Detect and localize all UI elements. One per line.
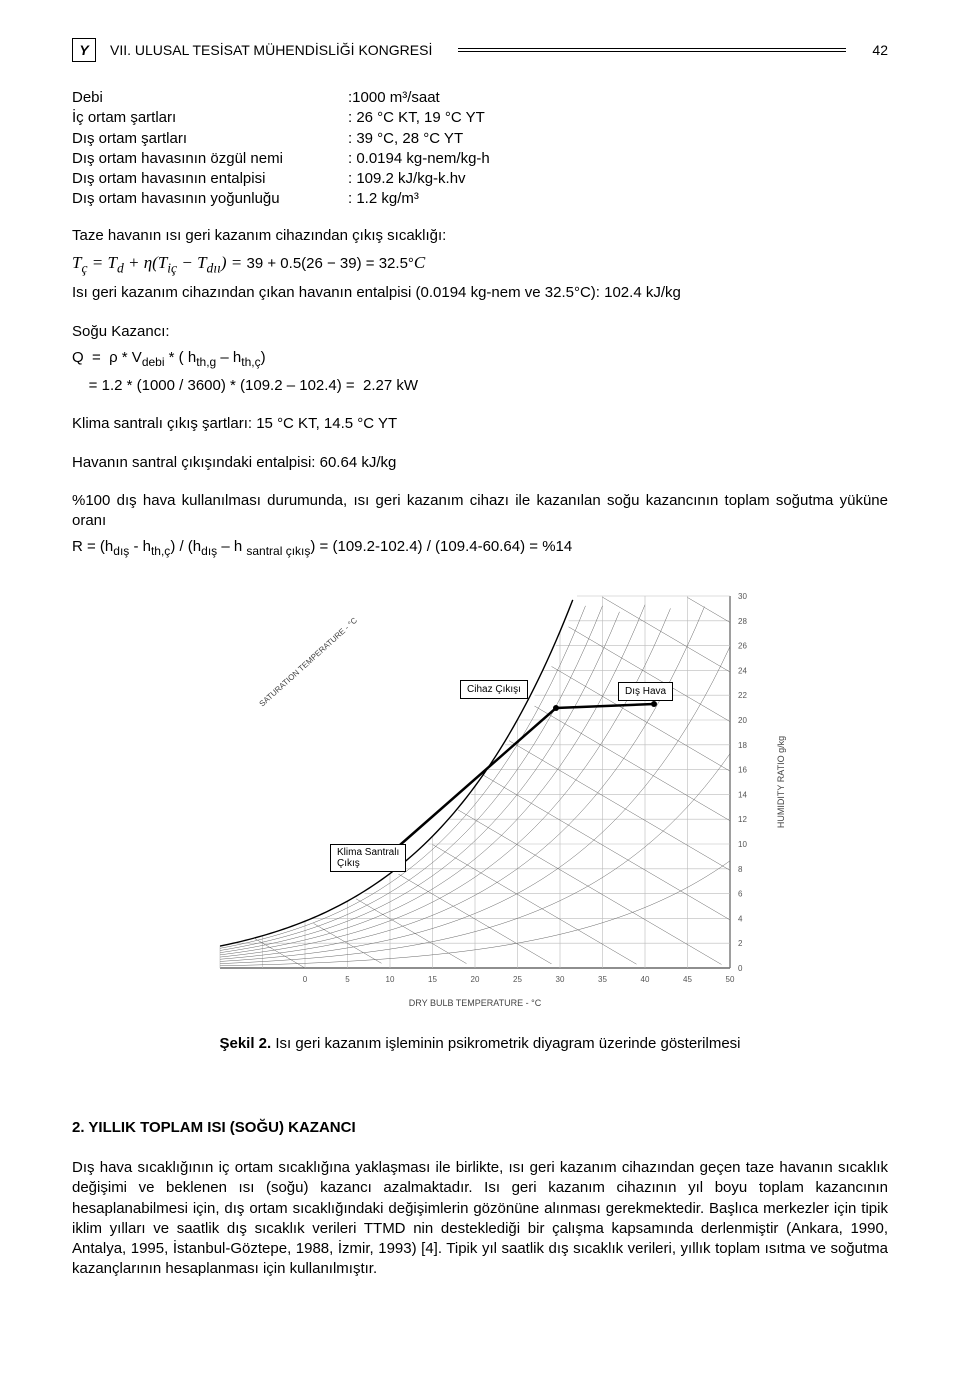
psychrometric-chart: 0510152025303540455002468101214161820222… bbox=[160, 576, 800, 1016]
conference-title: VII. ULUSAL TESİSAT MÜHENDİSLİĞİ KONGRES… bbox=[110, 41, 432, 60]
svg-text:25: 25 bbox=[513, 975, 522, 984]
equation-line: R = (hdış - hth,ç) / (hdış – h santral ç… bbox=[72, 537, 888, 559]
equation-line: = 1.2 * (1000 / 3600) * (109.2 – 102.4) … bbox=[72, 376, 888, 396]
svg-text:8: 8 bbox=[738, 864, 743, 873]
section-heading: 2. YILLIK TOPLAM ISI (SOĞU) KAZANCI bbox=[72, 1118, 888, 1138]
page-number: 42 bbox=[872, 41, 888, 60]
chart-label-cihaz: Cihaz Çıkışı bbox=[460, 680, 528, 700]
svg-text:4: 4 bbox=[738, 914, 743, 923]
param-label: İç ortam şartları bbox=[72, 108, 342, 128]
text-line: %100 dış hava kullanılması durumunda, ıs… bbox=[72, 491, 888, 532]
svg-text:2: 2 bbox=[738, 939, 743, 948]
chart-label-klima: Klima SantralıÇıkış bbox=[330, 844, 406, 872]
svg-text:20: 20 bbox=[471, 975, 480, 984]
text-line: Klima santralı çıkış şartları: 15 °C KT,… bbox=[72, 414, 888, 434]
svg-text:5: 5 bbox=[345, 975, 350, 984]
svg-text:HUMIDITY RATIO g/kg: HUMIDITY RATIO g/kg bbox=[776, 736, 786, 828]
param-value: : 0.0194 kg-nem/kg-h bbox=[342, 149, 490, 169]
logo: Y bbox=[72, 38, 96, 62]
chart-label-dishava: Dış Hava bbox=[618, 682, 673, 702]
svg-text:24: 24 bbox=[738, 666, 747, 675]
body-paragraph: Dış hava sıcaklığının iç ortam sıcaklığı… bbox=[72, 1158, 888, 1280]
svg-text:12: 12 bbox=[738, 815, 747, 824]
svg-text:0: 0 bbox=[303, 975, 308, 984]
equation-line: Q = ρ * Vdebi * ( hth,g – hth,ç) bbox=[72, 348, 888, 370]
svg-text:30: 30 bbox=[738, 592, 747, 601]
svg-text:16: 16 bbox=[738, 765, 747, 774]
svg-text:28: 28 bbox=[738, 616, 747, 625]
svg-text:SATURATION TEMPERATURE - °C: SATURATION TEMPERATURE - °C bbox=[258, 615, 360, 708]
svg-text:26: 26 bbox=[738, 641, 747, 650]
text-line: Havanın santral çıkışındaki entalpisi: 6… bbox=[72, 453, 888, 473]
svg-text:6: 6 bbox=[738, 889, 743, 898]
param-value: : 109.2 kJ/kg-k.hv bbox=[342, 169, 490, 189]
text-line: Soğu Kazancı: bbox=[72, 322, 888, 342]
svg-text:45: 45 bbox=[683, 975, 692, 984]
param-value: : 1.2 kg/m³ bbox=[342, 189, 490, 209]
equation: Tç = Td + η(Tiç − Tdıı) = 39 + 0.5(26 − … bbox=[72, 252, 888, 278]
param-label: Debi bbox=[72, 88, 342, 108]
figure-caption: Şekil 2. Isı geri kazanım işleminin psik… bbox=[72, 1034, 888, 1054]
figure-wrapper: 0510152025303540455002468101214161820222… bbox=[72, 576, 888, 1016]
param-label: Dış ortam havasının entalpisi bbox=[72, 169, 342, 189]
svg-text:0: 0 bbox=[738, 964, 743, 973]
svg-text:14: 14 bbox=[738, 790, 747, 799]
page-header: Y VII. ULUSAL TESİSAT MÜHENDİSLİĞİ KONGR… bbox=[72, 38, 888, 62]
param-label: Dış ortam havasının yoğunluğu bbox=[72, 189, 342, 209]
svg-text:50: 50 bbox=[726, 975, 735, 984]
header-rule bbox=[458, 48, 846, 52]
text-line: Isı geri kazanım cihazından çıkan havanı… bbox=[72, 283, 888, 303]
svg-text:10: 10 bbox=[738, 840, 747, 849]
param-value: : 26 °C KT, 19 °C YT bbox=[342, 108, 490, 128]
svg-text:40: 40 bbox=[641, 975, 650, 984]
svg-text:10: 10 bbox=[386, 975, 395, 984]
svg-text:30: 30 bbox=[556, 975, 565, 984]
svg-text:20: 20 bbox=[738, 716, 747, 725]
text-line: Taze havanın ısı geri kazanım cihazından… bbox=[72, 226, 888, 246]
svg-text:18: 18 bbox=[738, 740, 747, 749]
parameter-list: Debi:1000 m³/saat İç ortam şartları: 26 … bbox=[72, 88, 490, 210]
caption-text: Isı geri kazanım işleminin psikrometrik … bbox=[271, 1035, 740, 1052]
param-value: :1000 m³/saat bbox=[342, 88, 490, 108]
svg-text:DRY BULB TEMPERATURE - °C: DRY BULB TEMPERATURE - °C bbox=[409, 998, 542, 1008]
svg-text:35: 35 bbox=[598, 975, 607, 984]
caption-label: Şekil 2. bbox=[219, 1035, 271, 1052]
svg-text:22: 22 bbox=[738, 691, 747, 700]
param-label: Dış ortam havasının özgül nemi bbox=[72, 149, 342, 169]
svg-text:15: 15 bbox=[428, 975, 437, 984]
param-label: Dış ortam şartları bbox=[72, 129, 342, 149]
param-value: : 39 °C, 28 °C YT bbox=[342, 129, 490, 149]
